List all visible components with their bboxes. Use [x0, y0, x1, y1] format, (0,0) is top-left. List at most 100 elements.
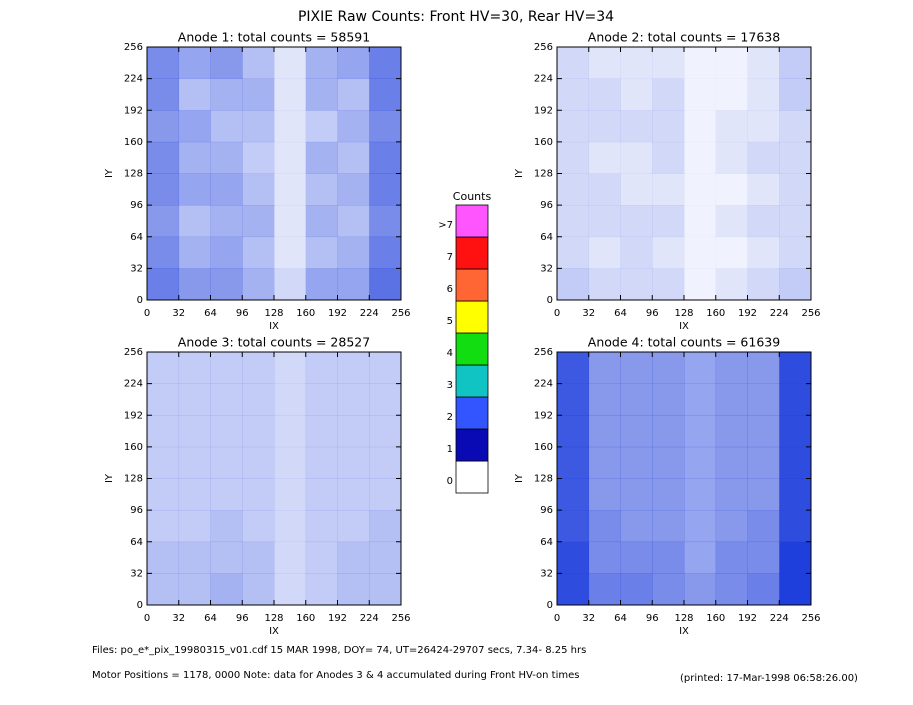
heat-cell	[747, 415, 780, 448]
heat-cell	[652, 78, 685, 111]
heat-cell	[242, 268, 275, 301]
x-tick-label: 224	[770, 308, 789, 319]
heat-cell	[588, 415, 621, 448]
y-tick-label: 192	[124, 105, 143, 116]
colorbar-label: 3	[447, 380, 453, 391]
heat-cell	[274, 415, 307, 448]
x-tick-label: 160	[706, 613, 725, 624]
heat-cell	[178, 236, 211, 269]
y-tick-label: 0	[137, 600, 143, 611]
x-tick-label: 0	[554, 613, 560, 624]
heat-cell	[369, 47, 402, 79]
heat-cell	[715, 141, 748, 174]
heat-cell	[652, 173, 685, 206]
heat-cell	[242, 47, 275, 79]
heat-cell	[684, 110, 717, 143]
heat-cell	[588, 478, 621, 511]
heat-cell	[652, 110, 685, 143]
x-tick-label: 192	[328, 308, 347, 319]
heat-cell	[684, 573, 717, 606]
heat-cell	[337, 47, 370, 79]
heat-cell	[620, 173, 653, 206]
x-tick-label: 224	[770, 613, 789, 624]
heat-cell	[242, 573, 275, 606]
heat-cell	[557, 541, 590, 574]
colorbar-label: 4	[447, 348, 453, 359]
heat-cell	[620, 541, 653, 574]
heat-cell	[620, 383, 653, 416]
heat-cell	[337, 478, 370, 511]
heat-cell	[652, 47, 685, 79]
colorbar-label: 7	[447, 252, 453, 263]
heat-cell	[242, 141, 275, 174]
heat-cell	[684, 352, 717, 384]
heat-cell	[620, 205, 653, 238]
heat-cell	[210, 47, 243, 79]
heat-cell	[305, 415, 338, 448]
heat-cell	[305, 541, 338, 574]
x-tick-label: 96	[236, 613, 249, 624]
heat-cell	[620, 78, 653, 111]
heat-cell	[684, 383, 717, 416]
heat-cell	[178, 478, 211, 511]
heat-cell	[779, 383, 812, 416]
heat-cell	[147, 78, 180, 111]
y-tick-label: 32	[540, 568, 553, 579]
heat-cell	[305, 510, 338, 543]
heat-cell	[242, 415, 275, 448]
heat-cell	[684, 141, 717, 174]
heat-cell	[274, 478, 307, 511]
heat-cell	[588, 383, 621, 416]
heat-cell	[715, 173, 748, 206]
heat-cell	[715, 78, 748, 111]
heat-cell	[147, 173, 180, 206]
heat-cell	[305, 478, 338, 511]
heat-cell	[147, 352, 180, 384]
heat-cell	[210, 110, 243, 143]
heat-cell	[779, 573, 812, 606]
x-tick-label: 32	[582, 613, 595, 624]
heat-cell	[337, 78, 370, 111]
heat-cell	[557, 478, 590, 511]
y-tick-label: 64	[540, 232, 553, 243]
heat-cell	[242, 110, 275, 143]
heat-cell	[779, 78, 812, 111]
x-tick-label: 96	[646, 613, 659, 624]
heat-cell	[210, 236, 243, 269]
x-tick-label: 0	[554, 308, 560, 319]
heat-cell	[652, 141, 685, 174]
heat-cell	[369, 446, 402, 479]
heat-cell	[178, 352, 211, 384]
heat-cell	[715, 478, 748, 511]
heat-cell	[369, 205, 402, 238]
heat-cell	[747, 78, 780, 111]
heat-cell	[210, 446, 243, 479]
heat-cell	[178, 383, 211, 416]
heat-cell	[652, 268, 685, 301]
x-tick-label: 32	[582, 308, 595, 319]
heat-cell	[620, 268, 653, 301]
heat-cell	[242, 446, 275, 479]
heat-cell	[210, 415, 243, 448]
panel-title: Anode 3: total counts = 28527	[178, 335, 370, 350]
y-tick-label: 224	[124, 74, 143, 85]
x-tick-label: 256	[801, 308, 820, 319]
heat-cell	[178, 141, 211, 174]
heat-cell	[210, 383, 243, 416]
heat-cell	[557, 205, 590, 238]
heat-cell	[305, 383, 338, 416]
heat-cell	[369, 415, 402, 448]
heat-cell	[305, 141, 338, 174]
heat-cell	[242, 352, 275, 384]
heat-cell	[242, 478, 275, 511]
heat-cell	[337, 383, 370, 416]
heat-cell	[274, 205, 307, 238]
heat-cell	[620, 478, 653, 511]
heat-cell	[557, 141, 590, 174]
heat-cell	[147, 446, 180, 479]
heat-cell	[588, 510, 621, 543]
y-tick-label: 32	[130, 568, 143, 579]
heat-cell	[305, 352, 338, 384]
colorbar-swatch	[455, 332, 489, 366]
heat-cell	[337, 205, 370, 238]
